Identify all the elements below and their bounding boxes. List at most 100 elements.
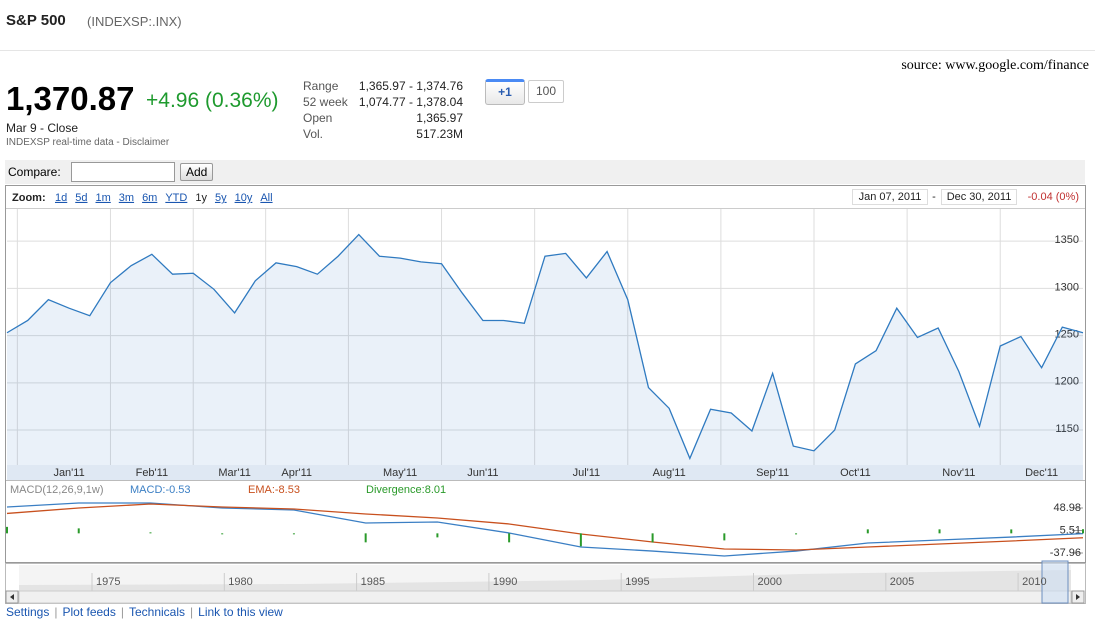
indicator-line [6, 503, 1084, 551]
divergence-bar [866, 529, 869, 534]
divergence-bar [508, 533, 511, 543]
range-start: Jan 07, 2011 [859, 191, 922, 203]
x-tick-label: Jan'11 [53, 467, 84, 479]
divergence-bar [938, 529, 941, 534]
arrow [1076, 594, 1080, 600]
zoom-option[interactable]: 6m [142, 192, 157, 204]
x-tick-label: Aug'11 [653, 467, 686, 479]
divergence-bar [723, 533, 726, 541]
zoom-option[interactable]: 5y [215, 192, 227, 204]
year-label: 2010 [1022, 576, 1046, 588]
divergence-bar [1010, 529, 1013, 534]
zoom-option[interactable]: All [260, 192, 272, 204]
range-box [852, 189, 928, 205]
chart-frame [5, 185, 1086, 563]
source-note: source: www.google.com/finance [901, 58, 1089, 73]
footer-link[interactable]: Settings [6, 605, 50, 619]
y-tick-label: -37.96 [1050, 547, 1081, 559]
divergence-bar [221, 533, 224, 535]
divergence-bar [795, 533, 798, 535]
legend-entry: EMA:-8.53 [248, 484, 300, 496]
x-tick-label: Jun'11 [467, 467, 498, 479]
stats-row: 52 week 1,074.77 - 1,378.04 [303, 95, 463, 111]
range-end: Dec 30, 2011 [947, 191, 1012, 203]
x-tick-label: Dec'11 [1025, 467, 1058, 479]
header-divider [0, 50, 1095, 51]
navigator-history [19, 570, 1071, 591]
y-tick-label: 1350 [1055, 234, 1079, 246]
y-tick-label: 1150 [1055, 423, 1079, 435]
range-separator: - [932, 191, 936, 203]
compare-label: Compare: [8, 165, 61, 179]
link-separator: | [54, 605, 58, 619]
divergence-bar [1082, 529, 1084, 534]
navigator-handle[interactable] [1041, 560, 1069, 604]
stats-value: 1,074.77 - 1,378.04 [358, 95, 463, 109]
year-label: 1985 [361, 576, 385, 588]
legend-entry: MACD:-0.53 [130, 484, 191, 496]
zoom-option[interactable]: 1d [55, 192, 67, 204]
divergence-bar [364, 533, 367, 543]
link-separator: | [190, 605, 194, 619]
index-title: S&P 500 [6, 12, 66, 29]
x-tick-label: May'11 [383, 467, 417, 479]
stats-row: Range 1,365.97 - 1,374.76 [303, 79, 463, 95]
year-label: 1990 [493, 576, 517, 588]
x-tick-label: Apr'11 [281, 467, 312, 479]
x-tick-label: Feb'11 [136, 467, 168, 479]
month-band [7, 465, 1083, 480]
footer-link[interactable]: Link to this view [198, 605, 283, 619]
y-tick-label: 1200 [1055, 376, 1079, 388]
footer-link[interactable]: Plot feeds [62, 605, 116, 619]
legend-entry: Divergence:8.01 [366, 484, 446, 496]
navigator-scroll [18, 590, 1072, 604]
footer-links: Settings | Plot feeds | Technicals | Link to t… [6, 605, 283, 619]
stats-value: 1,365.97 - 1,374.76 [358, 79, 463, 93]
stats-label: Vol. [303, 127, 324, 141]
stats-table: Range 1,365.97 - 1,374.76 52 week 1,074.77 … [303, 79, 463, 143]
zoom-option[interactable]: 1m [96, 192, 111, 204]
link-separator: | [120, 605, 124, 619]
zoom-option[interactable]: 5d [75, 192, 87, 204]
stats-row: Open 1,365.97 [303, 111, 463, 127]
divergence-bar [149, 532, 152, 534]
index-symbol: (INDEXSP:.INX) [87, 14, 182, 29]
quote-time: Mar 9 - Close [6, 121, 79, 135]
x-tick-label: Oct'11 [840, 467, 871, 479]
year-label: 1975 [96, 576, 120, 588]
stats-value: 1,365.97 [416, 111, 463, 125]
add-button[interactable]: Add [180, 163, 214, 181]
stats-value: 517.23M [416, 127, 463, 141]
stats-label: Range [303, 79, 339, 93]
price-line [6, 233, 1084, 461]
footer-link[interactable]: Technicals [128, 605, 186, 619]
price: 1,370.87 [6, 80, 135, 117]
x-tick-label: Mar'11 [218, 467, 250, 479]
divergence-bar [651, 533, 654, 543]
disclaimer[interactable]: INDEXSP real-time data - Disclaimer [6, 137, 170, 148]
plus-one-button[interactable]: +1 [485, 79, 525, 105]
divergence-bar [436, 533, 439, 538]
compare-input[interactable] [71, 162, 175, 182]
zoom-label: Zoom: [12, 192, 46, 204]
zoom-option[interactable]: 3m [119, 192, 134, 204]
zoom-option[interactable]: YTD [165, 192, 187, 204]
divergence-bar [6, 526, 8, 534]
x-tick-label: Nov'11 [942, 467, 975, 479]
zoom-option[interactable]: 10y [235, 192, 253, 204]
plus-one-count: 100 [528, 80, 564, 103]
year-label: 1995 [625, 576, 649, 588]
zoom-option[interactable]: 1y [195, 192, 207, 204]
stats-label: Open [303, 111, 333, 125]
range-box [941, 189, 1017, 205]
y-tick-label: 1300 [1055, 281, 1079, 293]
year-label: 1980 [228, 576, 252, 588]
divergence-bar [77, 528, 80, 534]
year-label: 2000 [758, 576, 782, 588]
year-label: 2005 [890, 576, 914, 588]
stats-label: 52 week [303, 95, 348, 109]
x-tick-label: Jul'11 [573, 467, 601, 479]
divergence-bar [292, 533, 295, 535]
